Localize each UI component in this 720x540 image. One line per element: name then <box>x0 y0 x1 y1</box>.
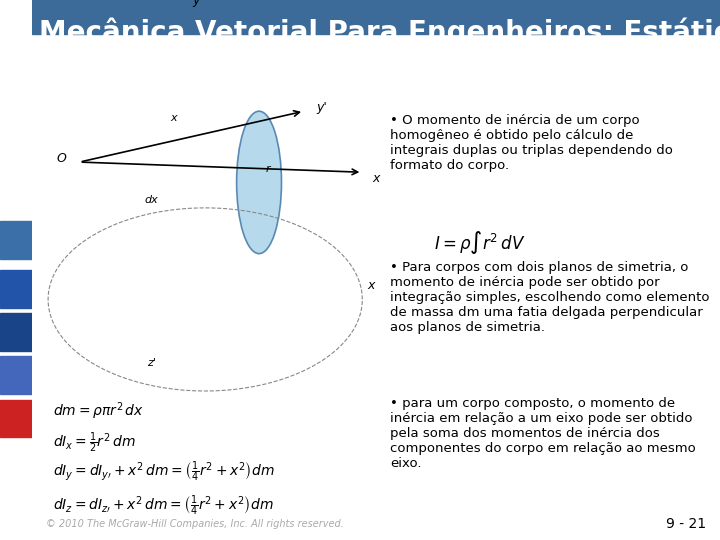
Ellipse shape <box>237 111 282 254</box>
Text: Mecânica Vetorial Para Engenheiros: Estática: Mecânica Vetorial Para Engenheiros: Está… <box>40 18 720 47</box>
Bar <box>0 270 32 308</box>
Text: Nona
Edição: Nona Edição <box>4 16 29 29</box>
Text: y': y' <box>317 101 328 114</box>
Text: • para um corpo composto, o momento de
inércia em relação a um eixo pode ser obt: • para um corpo composto, o momento de i… <box>390 397 696 470</box>
Text: © 2010 The McGraw-Hill Companies, Inc. All rights reserved.: © 2010 The McGraw-Hill Companies, Inc. A… <box>46 519 344 529</box>
Text: • Para corpos com dois planos de simetria, o
momento de inércia pode ser obtido : • Para corpos com dois planos de simetri… <box>390 261 709 334</box>
Bar <box>0 221 32 259</box>
Text: x: x <box>171 113 177 123</box>
Text: O: O <box>57 152 66 165</box>
Text: $dI_x = \frac{1}{2} r^2 \, dm$: $dI_x = \frac{1}{2} r^2 \, dm$ <box>53 430 136 455</box>
Text: dx: dx <box>145 195 158 205</box>
Text: $dm = \rho \pi r^2 \, dx$: $dm = \rho \pi r^2 \, dx$ <box>53 401 144 422</box>
Text: 9 - 21: 9 - 21 <box>666 517 706 531</box>
Text: • O momento de inércia de um corpo
homogêneo é obtido pelo cálculo de
integrais : • O momento de inércia de um corpo homog… <box>390 113 672 172</box>
Text: Momentos de inércia de um Corpo Tridimensional por Integração: Momentos de inércia de um Corpo Tridimen… <box>40 73 695 92</box>
Bar <box>0 400 32 437</box>
Text: $dI_z = dI_{z\prime} + x^2 \, dm = \left(\frac{1}{4}r^2 + x^2\right)dm$: $dI_z = dI_{z\prime} + x^2 \, dm = \left… <box>53 494 274 518</box>
Text: r: r <box>266 164 270 174</box>
Bar <box>0 313 32 351</box>
Text: y: y <box>192 0 200 8</box>
Text: $I = \rho \int r^2 \, dV$: $I = \rho \int r^2 \, dV$ <box>433 228 525 255</box>
Text: Mc
Graw
Hill: Mc Graw Hill <box>8 472 24 489</box>
Bar <box>0 356 32 394</box>
Text: x: x <box>368 279 375 292</box>
Text: x: x <box>372 172 379 185</box>
Text: z': z' <box>147 357 156 368</box>
Bar <box>32 0 720 33</box>
Text: $dI_y = dI_{y\prime} + x^2 \, dm = \left(\frac{1}{4}r^2 + x^2\right)dm$: $dI_y = dI_{y\prime} + x^2 \, dm = \left… <box>53 460 275 484</box>
